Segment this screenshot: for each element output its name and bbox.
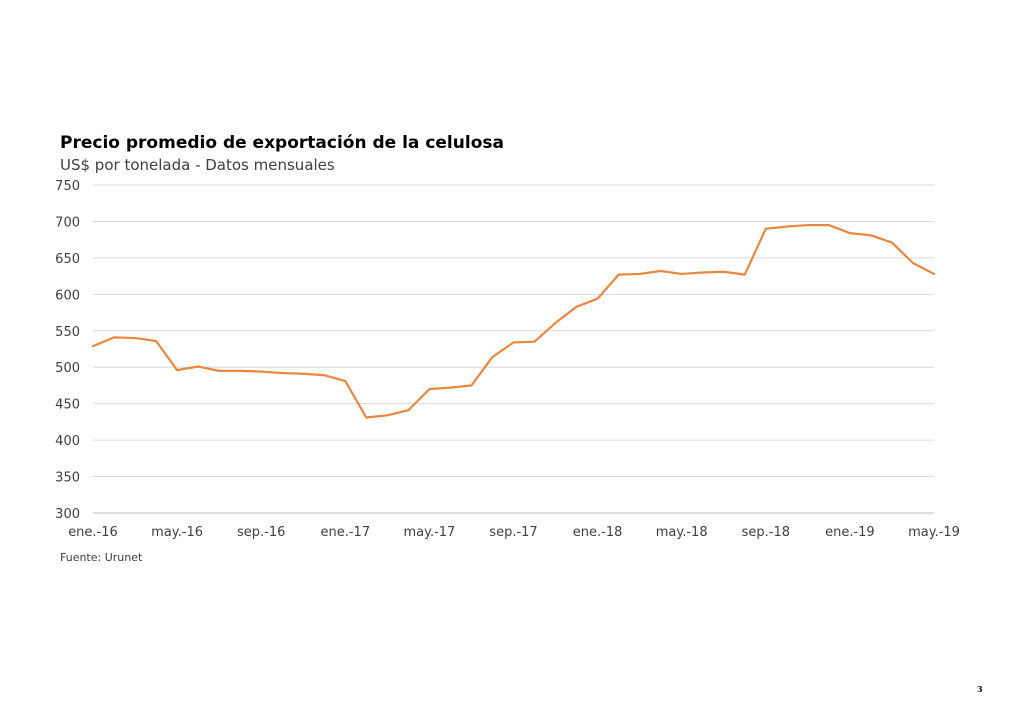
y-tick-label: 300 [55, 507, 80, 522]
data-point [828, 224, 830, 226]
x-tick-label: may.-16 [151, 525, 203, 540]
x-tick-label: sep.-18 [742, 525, 790, 540]
data-point [113, 336, 115, 338]
data-point [218, 370, 220, 372]
data-point [849, 232, 851, 234]
data-point [386, 414, 388, 416]
y-tick-label: 400 [55, 434, 80, 449]
y-tick-label: 500 [55, 361, 80, 376]
data-point [744, 273, 746, 275]
data-point [575, 306, 577, 308]
data-point [344, 380, 346, 382]
data-point [912, 262, 914, 264]
data-point [786, 225, 788, 227]
chart-subtitle: US$ por tonelada - Datos mensuales [60, 156, 335, 174]
data-point [659, 270, 661, 272]
data-point [407, 409, 409, 411]
data-point [365, 416, 367, 418]
data-point [596, 298, 598, 300]
x-tick-label: may.-18 [656, 525, 708, 540]
x-tick-label: ene.-19 [825, 525, 875, 540]
y-tick-label: 550 [55, 325, 80, 340]
x-tick-label: sep.-17 [489, 525, 537, 540]
data-point [702, 271, 704, 273]
y-tick-label: 700 [55, 215, 80, 230]
data-point [281, 372, 283, 374]
data-point [491, 356, 493, 358]
data-point [260, 370, 262, 372]
y-tick-label: 650 [55, 252, 80, 267]
data-point [197, 365, 199, 367]
data-point [449, 386, 451, 388]
data-point [554, 322, 556, 324]
data-point [428, 388, 430, 390]
data-point [638, 273, 640, 275]
data-point [807, 224, 809, 226]
data-point [92, 345, 94, 347]
x-tick-label: ene.-18 [573, 525, 623, 540]
data-point [176, 369, 178, 371]
data-point [870, 234, 872, 236]
y-tick-label: 750 [55, 179, 80, 194]
x-tick-label: sep.-16 [237, 525, 285, 540]
y-tick-label: 600 [55, 288, 80, 303]
data-point [533, 341, 535, 343]
data-point [134, 337, 136, 339]
data-point [512, 341, 514, 343]
source-note: Fuente: Urunet [60, 551, 143, 564]
data-point [155, 340, 157, 342]
data-point [933, 273, 935, 275]
data-point [891, 241, 893, 243]
data-point [617, 273, 619, 275]
chart-title: Precio promedio de exportación de la cel… [60, 133, 504, 153]
y-tick-label: 450 [55, 398, 80, 413]
x-tick-label: may.-17 [403, 525, 455, 540]
data-point [681, 273, 683, 275]
data-point [323, 374, 325, 376]
x-tick-label: may.-19 [908, 525, 960, 540]
data-point [723, 271, 725, 273]
page-number: 3 [977, 684, 983, 694]
x-tick-label: ene.-16 [68, 525, 118, 540]
series-line [91, 223, 936, 419]
data-point [470, 384, 472, 386]
data-point [765, 228, 767, 230]
data-point [302, 373, 304, 375]
y-tick-label: 350 [55, 471, 80, 486]
data-point [239, 370, 241, 372]
x-tick-label: ene.-17 [320, 525, 370, 540]
